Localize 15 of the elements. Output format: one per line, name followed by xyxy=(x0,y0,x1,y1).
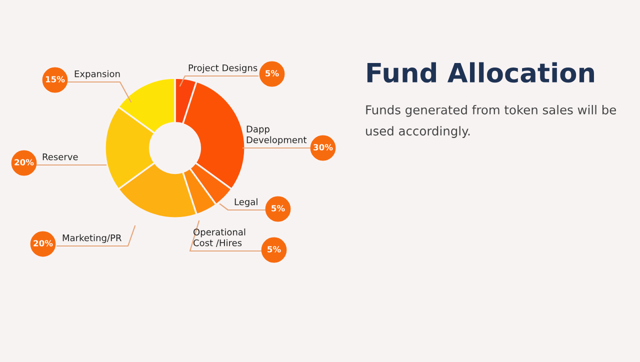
slice-label: Marketing/PR xyxy=(62,234,122,243)
data-label: 20% xyxy=(34,240,53,246)
data-label: 5% xyxy=(266,70,279,76)
slice-label: Project Designs xyxy=(188,64,258,73)
slice-label: Legal xyxy=(234,198,258,207)
data-label: 30% xyxy=(314,144,333,150)
data-label: 5% xyxy=(272,205,285,212)
text: Funds generated from token sales will be used accordingly. xyxy=(366,105,616,138)
text: Fund Allocation xyxy=(367,62,594,83)
slice-label: Reserve xyxy=(42,154,78,160)
data-label: 20% xyxy=(14,159,34,166)
slice-label: Dapp Development xyxy=(246,126,307,145)
slice-label: Expansion xyxy=(74,70,120,79)
data-label: 15% xyxy=(46,76,65,82)
data-label: 5% xyxy=(268,246,281,252)
